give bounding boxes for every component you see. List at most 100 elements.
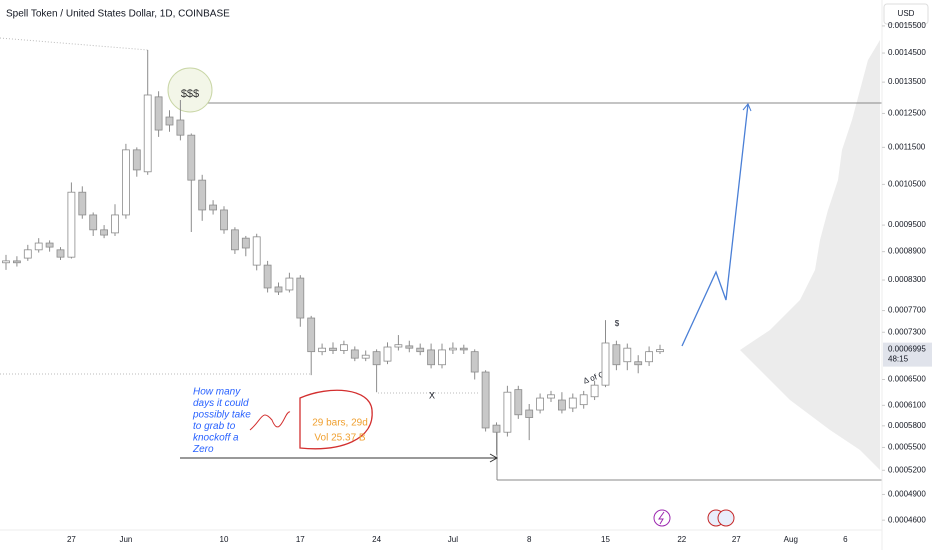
candle-body [318,347,327,353]
y-tick-label: 0.0009500 [888,220,926,229]
candle-body [590,384,599,398]
event-icon [658,511,665,525]
currency-button[interactable] [883,3,929,25]
y-tick-label: 0.0007700 [888,306,926,315]
annotation: $$$ [181,88,199,100]
candle-body [67,191,76,258]
y-tick-label: 0.0006500 [888,375,926,384]
x-tick-label: 27 [67,535,76,544]
candle-body [34,242,43,251]
annotation: X [429,390,435,400]
candle-body [329,347,337,351]
candle-body [525,409,534,418]
annotation: $ [615,319,620,328]
scribble [299,389,373,450]
candle-body [209,204,218,211]
candle-body [198,179,207,211]
candle-body [372,351,381,366]
candle-body [339,344,348,351]
candle-body [361,354,370,359]
annotation: to grab to [193,421,236,432]
x-tick-label: 6 [843,535,848,544]
candle-body [448,347,457,351]
candle-body [634,361,643,366]
candle-body [274,286,283,293]
annotation: knockoff a [193,433,239,444]
candle-body [45,242,54,248]
countdown: 48:15 [888,355,909,364]
scribble [249,411,291,431]
candle-body [307,317,316,353]
y-tick-label: 0.0008900 [888,247,926,256]
candle-body [459,347,468,351]
candle-body [645,351,653,363]
y-tick-label: 0.0005800 [888,421,926,430]
arrow-head [742,103,752,112]
annotation: Vol 25.37 B [314,433,365,444]
candle-body [187,134,196,181]
candle-body [558,399,566,411]
volume-profile [740,40,880,470]
y-tick-label: 0.0012500 [888,109,926,118]
last-price-box [883,342,932,367]
y-tick-label: 0.0004600 [888,515,926,524]
candle-body [296,277,305,319]
candle-body [220,209,228,231]
candle-body [132,149,141,171]
candle-body [503,391,512,433]
candle-body [165,116,174,126]
y-tick-label: 0.0011500 [888,142,926,151]
candle-body [78,191,87,216]
candle-body [612,344,621,366]
event-icon[interactable] [717,509,735,527]
candle-body [623,347,632,363]
annotation: How many [193,387,241,398]
x-tick-label: 27 [732,535,741,544]
candle-body [405,345,414,349]
y-tick-label: 0.0010500 [888,179,926,188]
candle-body [143,94,152,173]
candle-body [438,349,446,366]
candle-body [350,349,359,359]
candle-body [241,237,250,249]
currency-label[interactable]: USD [898,9,915,18]
candle-body [601,342,610,386]
candle-body [514,389,523,416]
candle-body [122,149,130,216]
x-tick-label: 10 [220,535,229,544]
candle-body [547,394,555,399]
candle-body [536,397,544,411]
candle-body [23,249,32,259]
y-tick-label: 0.0006100 [888,400,926,409]
candle-body [579,394,588,406]
candle-body [12,260,21,264]
last-price-label: 0.0006995 [888,345,926,354]
trend-line [0,37,149,51]
y-tick-label: 0.0013500 [888,77,926,86]
candle-body [656,349,664,353]
event-icon[interactable] [653,509,671,527]
y-tick-label: 0.0005200 [888,465,926,474]
x-tick-label: 17 [296,535,305,544]
candle-body [470,351,479,373]
x-tick-label: Aug [784,535,798,544]
x-tick-label: 24 [372,535,381,544]
candle-body [285,277,294,291]
projection-line [681,103,749,347]
candle-body [100,229,108,236]
candle-body [492,424,501,433]
x-tick-label: 15 [601,535,610,544]
candle-body [568,397,577,409]
candle-body [263,264,272,289]
y-tick-label: 0.0004900 [888,490,926,499]
candle-body [111,214,119,234]
annotation: possibly take [192,410,251,421]
x-tick-label: Jun [119,535,132,544]
x-tick-label: Jul [448,535,458,544]
candle-body [2,260,10,264]
candle-body [154,96,163,131]
candle-body [252,236,261,266]
